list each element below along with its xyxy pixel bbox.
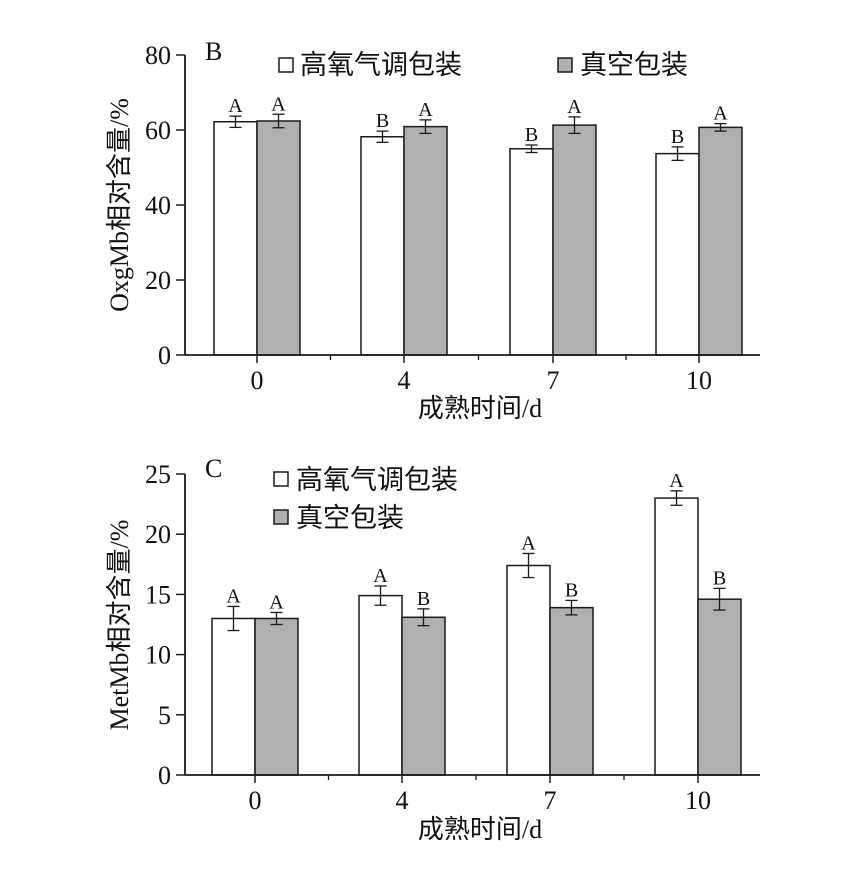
panel-b-bar-s0-c3 [655, 152, 700, 356]
panel-c-y-tick-label-0: 0 [158, 761, 171, 790]
panel-c-x-tick-label-3: 10 [685, 786, 711, 815]
panel-b-x-tick-label-3: 10 [686, 366, 712, 395]
panel-b-letter: B [205, 37, 222, 66]
panel-b-y-tick-label-3: 60 [145, 116, 171, 145]
panel-b-bar-s0-c2 [509, 148, 554, 356]
panel-b-y-tick-label-2: 40 [145, 191, 171, 220]
panel-c-sig-label-s0-c0: A [226, 585, 241, 607]
panel-b-legend-swatch-1 [557, 57, 573, 73]
panel-c-sig-label-s1-c3: B [713, 567, 726, 589]
panel-c-bar-s1-c3 [697, 598, 742, 776]
panel-c-y-tick-label-1: 5 [158, 701, 171, 730]
panel-c-y-tick-label-5: 25 [145, 460, 171, 489]
panel-b-sig-label-s0-c1: B [376, 110, 389, 132]
panel-b-sig-label-s1-c2: A [567, 96, 582, 118]
panel-b-sig-label-s0-c3: B [671, 126, 684, 148]
panel-c-bar-s1-c2 [549, 606, 594, 776]
panel-c-bars: A A A A A B B B [211, 470, 742, 776]
panel-b-legend: 高氧气调包装 真空包装 [278, 50, 688, 80]
panel-b-y-tick-label-4: 80 [145, 41, 171, 70]
panel-c-sig-label-s0-c1: A [373, 565, 388, 587]
panel-c-bar-s0-c2 [506, 564, 551, 776]
panel-c-bar-s1-c1 [401, 616, 446, 776]
panel-b-legend-swatch-0 [278, 57, 294, 73]
panel-c-sig-label-s1-c2: B [565, 579, 578, 601]
panel-c-bar-s0-c1 [358, 594, 403, 776]
panel-b-axes: 0 20 40 60 80 0 4 7 10 [145, 41, 760, 395]
panel-c-bar-s1-c0 [254, 617, 299, 776]
panel-c-sig-label-s1-c0: A [269, 591, 284, 613]
panel-b-bars: A B B B A A A A [213, 93, 743, 356]
panel-c-letter: C [205, 454, 222, 483]
panel-c-x-tick-label-1: 4 [396, 786, 409, 815]
panel-c-axes: 0 5 10 15 20 25 0 4 7 10 [145, 460, 760, 815]
panel-b-bar-s1-c2 [552, 124, 597, 356]
panel-c-y-tick-label-3: 15 [145, 580, 171, 609]
panel-c-sig-label-s0-c3: A [669, 470, 684, 492]
panel-b-x-title: 成熟时间/d [418, 394, 542, 423]
panel-c-legend-swatch-1 [273, 509, 289, 525]
panel-c-legend-swatch-0 [273, 471, 289, 487]
panel-b-y-title: OxgMb相对含量/% [105, 98, 134, 312]
panel-b-x-tick-label-0: 0 [251, 366, 264, 395]
panel-b-sig-label-s1-c0: A [271, 93, 286, 115]
panel-c-x-title: 成熟时间/d [418, 815, 542, 844]
panel-b-sig-label-s1-c1: A [418, 99, 433, 121]
panel-c-legend-label-0: 高氧气调包装 [296, 465, 458, 495]
panel-b-bar-s1-c3 [698, 126, 743, 356]
panel-b: B OxgMb相对含量/% 成熟时间/d 高氧气调包装 真空包装 ABB BA A A… [105, 37, 760, 423]
panel-b-y-tick-label-0: 0 [158, 341, 171, 370]
panel-b-sig-label-s0-c0: A [228, 95, 243, 117]
panel-c-x-tick-label-0: 0 [249, 786, 262, 815]
panel-c-x-tick-label-2: 7 [544, 786, 557, 815]
panel-c-y-tick-label-4: 20 [145, 520, 171, 549]
panel-c-bar-s0-c3 [654, 497, 699, 776]
panel-c-bar-s0-c0 [211, 617, 256, 776]
panel-b-bar-s1-c1 [403, 125, 448, 356]
panel-b-x-tick-label-1: 4 [398, 366, 411, 395]
panel-c-sig-label-s1-c1: B [417, 588, 430, 610]
panel-c-legend-label-1: 真空包装 [296, 503, 404, 533]
panel-c-sig-label-s0-c2: A [521, 532, 536, 554]
panel-c-legend: 高氧气调包装 真空包装 [273, 465, 458, 533]
panel-c: C MetMb相对含量/% 成熟时间/d 高氧气调包装 真空包装 A A A A A B B… [105, 454, 760, 844]
panel-b-bar-s0-c0 [213, 121, 258, 356]
panel-b-sig-label-s0-c2: B [525, 124, 538, 146]
panel-b-y-tick-label-1: 20 [145, 266, 171, 295]
panel-b-legend-label-1: 真空包装 [580, 50, 688, 80]
panel-b-bar-s0-c1 [360, 136, 405, 356]
panel-b-legend-label-0: 高氧气调包装 [300, 50, 462, 80]
panel-b-x-tick-label-2: 7 [547, 366, 560, 395]
panel-b-bar-s1-c0 [256, 120, 301, 356]
panel-b-sig-label-s1-c3: A [713, 103, 728, 125]
panel-c-y-tick-label-2: 10 [145, 641, 171, 670]
panel-c-y-title: MetMb相对含量/% [105, 520, 134, 731]
